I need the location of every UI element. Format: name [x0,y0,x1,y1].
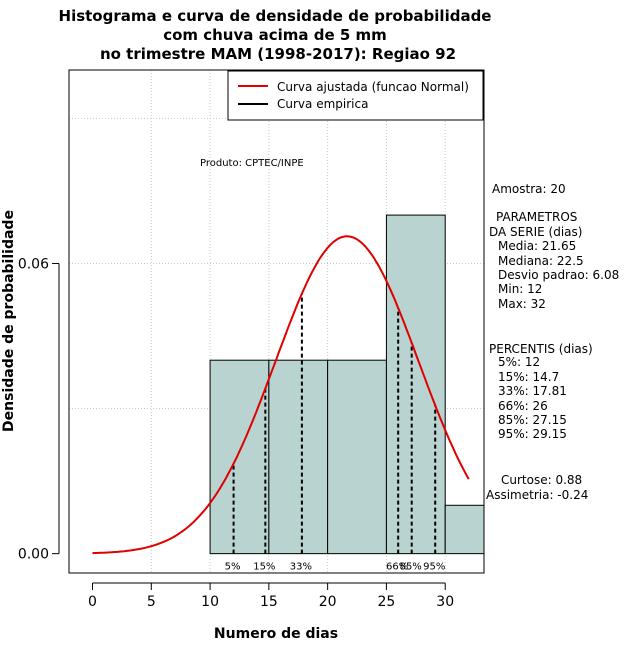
x-tick-label: 15 [260,594,278,610]
x-tick-label: 20 [319,594,337,610]
param-max: Max: 32 [498,297,546,311]
x-axis-label: Numero de dias [214,626,338,642]
percentil-95: 95%: 29.15 [498,427,567,441]
plot-frame [68,69,485,574]
chart-title-line-2: com chuva acima de 5 mm [163,26,387,44]
percentile-label: 33% [290,562,312,573]
histogram-bars [209,214,485,555]
legend-label-empirical: Curva empirica [277,97,368,111]
histogram-bar [444,504,485,555]
histogram-bar [385,214,446,555]
percentil-5: 5%: 12 [498,355,540,369]
percentile-label: 95% [423,562,445,573]
x-tick-label: 0 [88,594,97,610]
axes: 0 5 10 15 20 25 30 0.00 0.06 [18,256,454,610]
normal-fit-curve [92,235,470,555]
params-title-2: DA SERIE (dias) [489,225,582,239]
stat-amostra: Amostra: 20 [492,182,566,196]
x-tick-label: 5 [147,594,156,610]
percentil-85: 85%: 27.15 [498,413,567,427]
percentile-label: 85% [400,562,422,573]
normal-curve [92,235,470,555]
product-credit: Produto: CPTEC/INPE [200,158,304,169]
chart-title-line-1: Histograma e curva de densidade de proba… [59,7,492,25]
stat-curtose: Curtose: 0.88 [501,473,582,487]
stats-panel: Amostra: 20 PARAMETROS DA SERIE (dias) M… [486,182,619,502]
percentile-lines: 5% 15% 33% 66%85% 95% [225,293,445,573]
param-media: Media: 21.65 [498,239,576,253]
legend-box [227,70,484,121]
percentis-title: PERCENTIS (dias) [489,342,593,356]
percentile-label: 5% [225,562,241,573]
y-axis-label: Densidade de probabilidade [1,210,17,432]
param-mediana: Mediana: 22.5 [498,254,584,268]
param-min: Min: 12 [498,282,542,296]
percentile-label: 66% [386,562,408,573]
legend-label-fit: Curva ajustada (funcao Normal) [277,80,469,94]
legend: Curva ajustada (funcao Normal) Curva emp… [227,70,484,121]
params-title-1: PARAMETROS [496,210,577,224]
percentil-15: 15%: 14.7 [498,370,559,384]
x-tick-label: 30 [436,594,454,610]
y-tick-label: 0.06 [18,256,49,272]
percentile-label: 15% [253,562,275,573]
percentil-66: 66%: 26 [498,399,548,413]
x-tick-label: 10 [201,594,219,610]
percentil-33: 33%: 17.81 [498,384,567,398]
histogram-bar [268,359,329,555]
x-tick-label: 25 [378,594,396,610]
stat-assimetria: Assimetria: -0.24 [486,488,588,502]
chart-title-line-3: no trimestre MAM (1998-2017): Regiao 92 [100,45,456,63]
histogram-bar [327,359,387,555]
param-desvio: Desvio padrao: 6.08 [498,268,619,282]
histogram-bar [209,359,270,555]
y-tick-label: 0.00 [18,547,49,563]
